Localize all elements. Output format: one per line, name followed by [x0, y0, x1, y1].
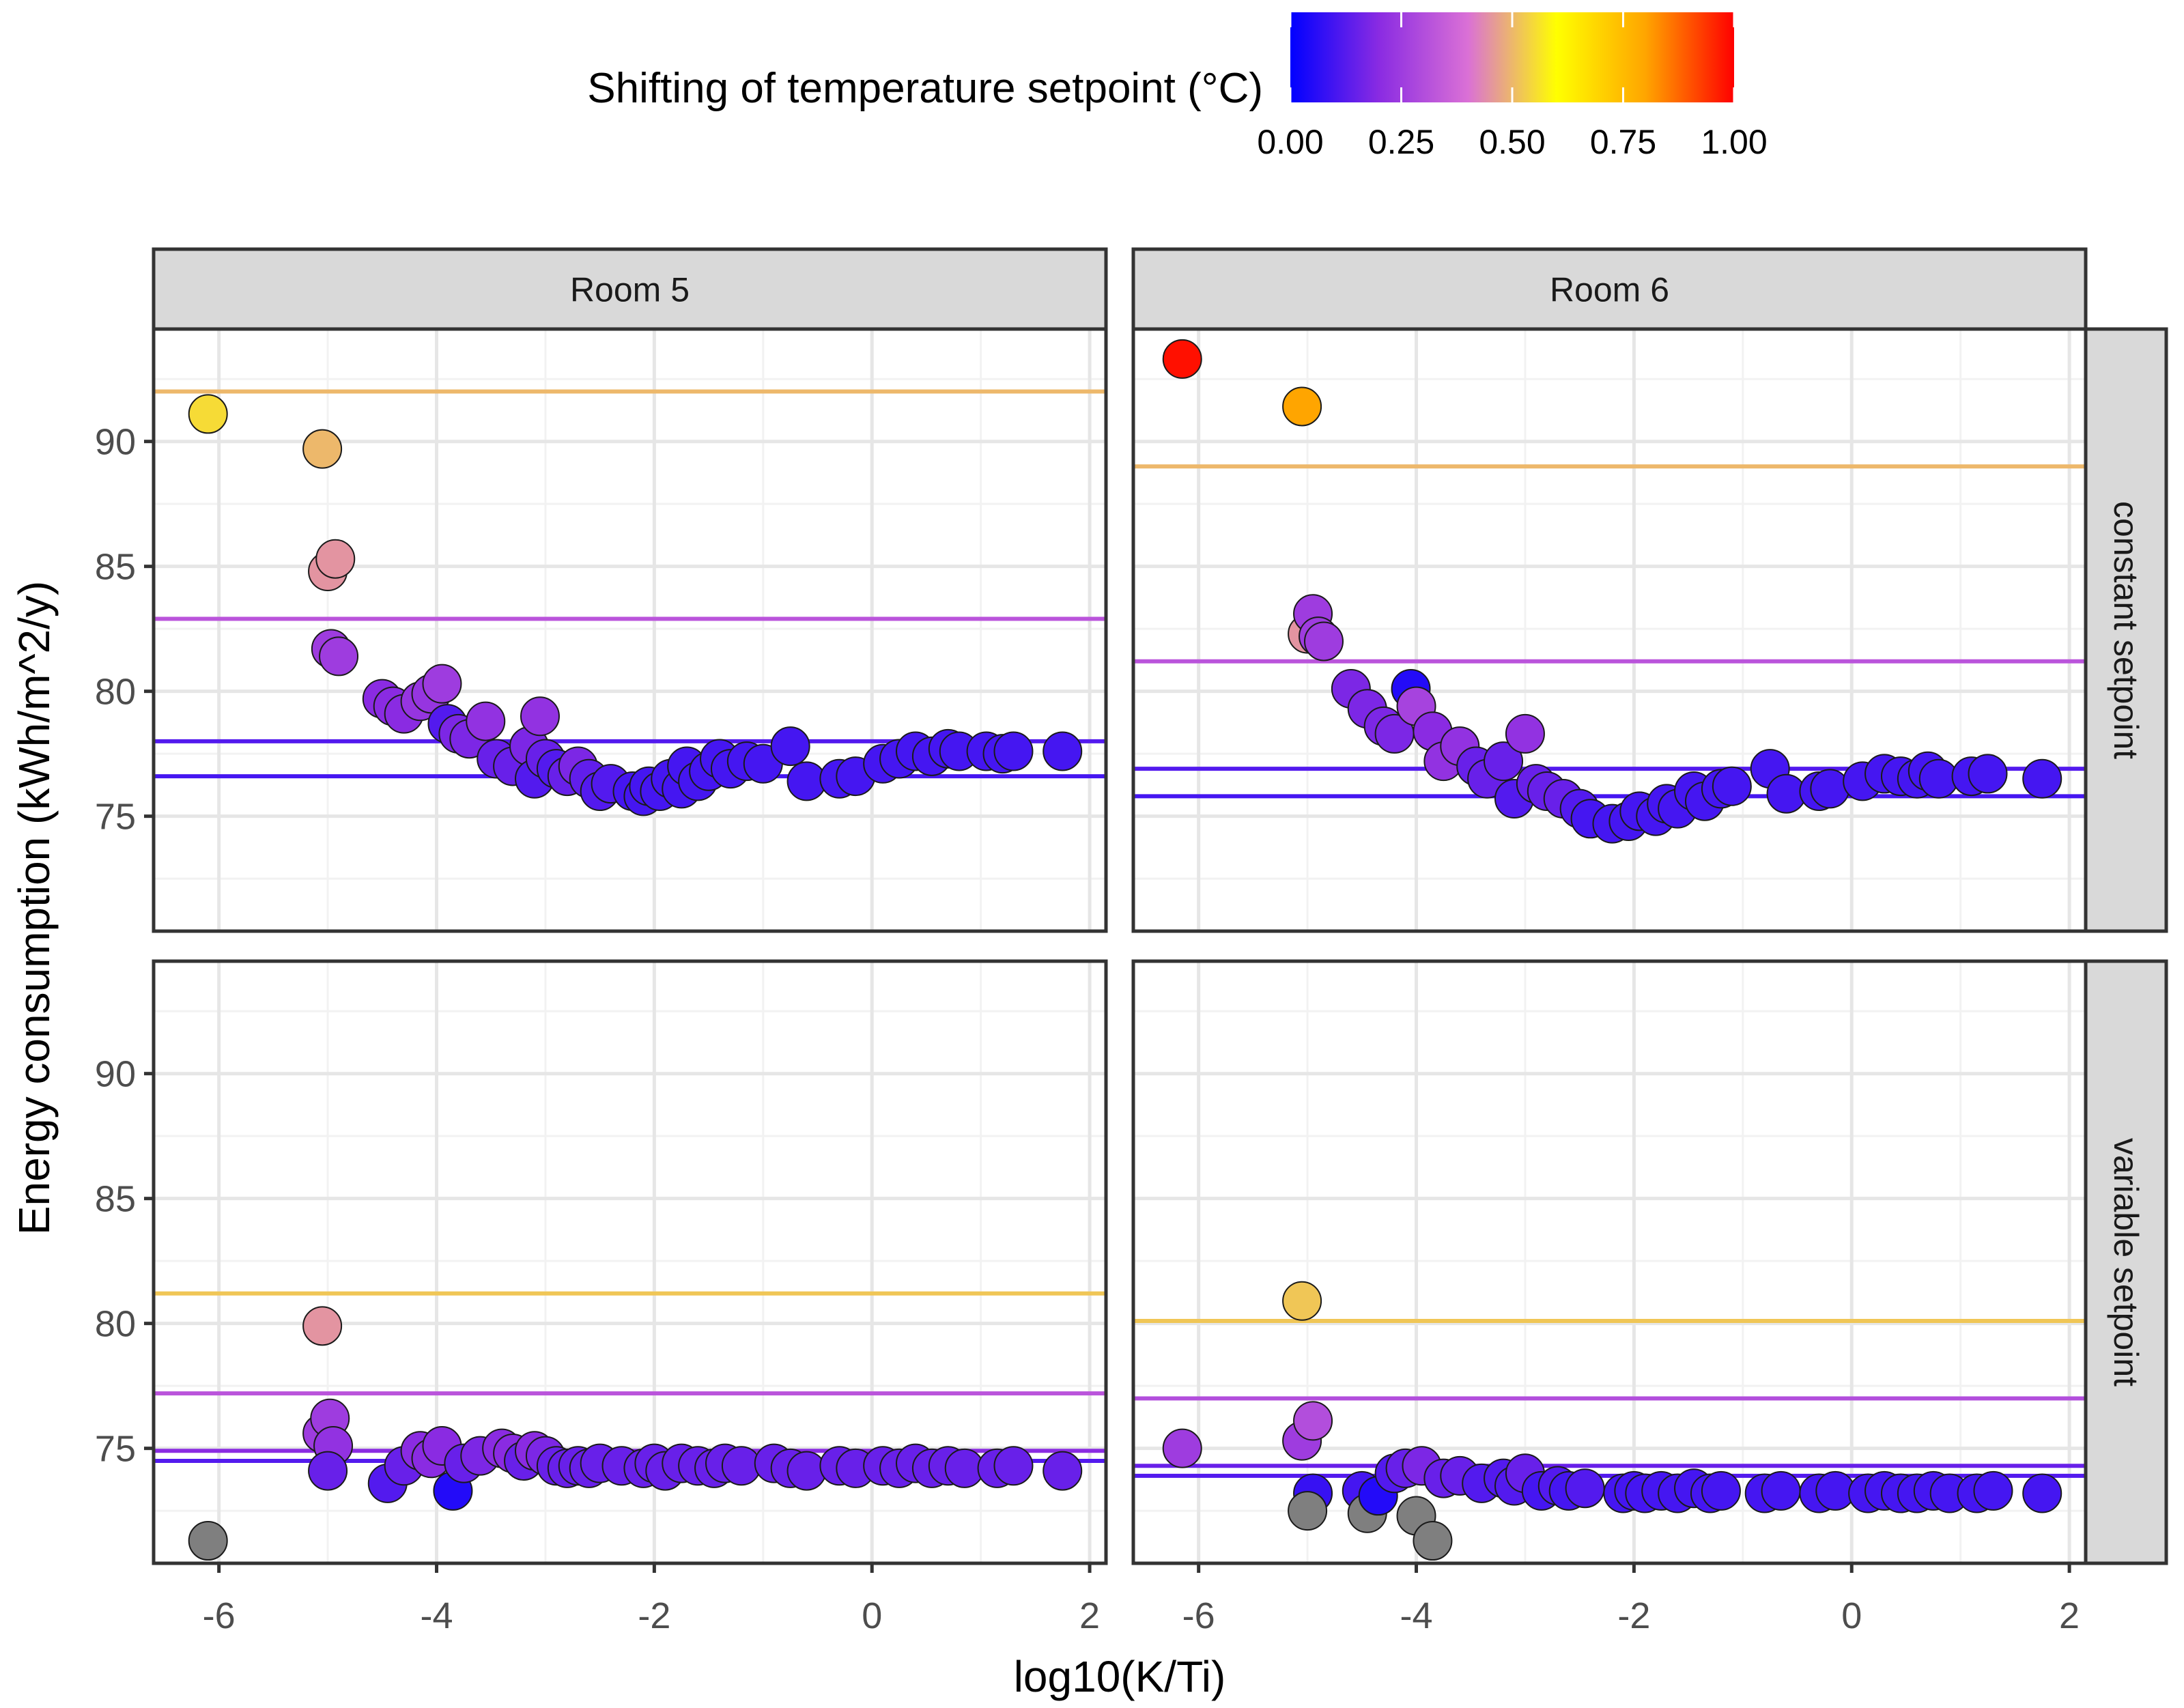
data-point [770, 726, 810, 767]
data-point [302, 429, 343, 469]
data-point [1810, 769, 1850, 809]
data-point [1505, 713, 1545, 754]
data-point [1968, 754, 2008, 794]
data-point [315, 539, 356, 579]
panel-border [152, 959, 1108, 1565]
y-tick-label: 75 [95, 1429, 136, 1470]
y-tick-label: 85 [95, 1179, 136, 1220]
data-point [1293, 1401, 1333, 1441]
data-point [1565, 1468, 1605, 1509]
data-point [1973, 1470, 2013, 1511]
x-tick-label: 0 [862, 1595, 882, 1636]
data-point [1712, 766, 1752, 806]
data-point [188, 1521, 228, 1561]
legend-title: Shifting of temperature setpoint (°C) [587, 65, 1263, 112]
x-tick-label: -6 [203, 1595, 236, 1636]
panel-background [1133, 961, 2086, 1563]
strip-row [2084, 327, 2168, 933]
x-tick-label: -2 [638, 1595, 670, 1636]
y-tick-label: 80 [95, 672, 136, 713]
strip-row [2084, 959, 2168, 1565]
panel-room-5-variable [152, 959, 1108, 1565]
data-point [1282, 386, 1322, 427]
facet-strips: Room 5 Room 6 constant setpoint variable se… [152, 247, 2168, 1565]
strip-label: variable setpoint [2107, 1138, 2145, 1386]
data-point [422, 664, 462, 704]
y-axis-title: Energy consumption (kWh/m^2/y) [10, 581, 59, 1235]
strip-column [152, 247, 1108, 331]
strip-label: Room 6 [1550, 271, 1669, 309]
panel-background [154, 329, 1106, 931]
data-point [2022, 1473, 2062, 1513]
data-point [993, 1446, 1034, 1486]
y-tick-label: 75 [95, 797, 136, 838]
panel-room-6-variable [1131, 959, 2088, 1565]
legend: Shifting of temperature setpoint (°C) 0.0… [587, 12, 1768, 161]
y-tick-label: 85 [95, 547, 136, 588]
panel-room-6-constant [1131, 327, 2088, 933]
data-point [1288, 1491, 1328, 1531]
data-point [1701, 1470, 1741, 1511]
axes: 75 80 85 90 75 80 85 90 -6 -4 -2 0 2 -6 -4 -2 0 2 log10(K/… [10, 422, 2080, 1701]
data-point [520, 696, 560, 737]
data-point [1043, 731, 1083, 771]
panel-room-5-constant [152, 327, 1108, 933]
data-point [1043, 1451, 1083, 1491]
data-point [308, 1451, 348, 1491]
colorbar-tick-label: 0.25 [1368, 123, 1434, 161]
data-point [1162, 1428, 1202, 1468]
data-point [2022, 758, 2062, 799]
colorbar-tick-label: 1.00 [1701, 123, 1767, 161]
data-point [1162, 339, 1202, 379]
x-tick-label: 2 [1079, 1595, 1100, 1636]
data-point [993, 731, 1034, 771]
x-tick-label: -6 [1182, 1595, 1215, 1636]
x-tick-label: -4 [1400, 1595, 1433, 1636]
x-axis-title: log10(K/Ti) [1014, 1652, 1226, 1701]
x-tick-label: 2 [2059, 1595, 2080, 1636]
data-point [188, 394, 228, 434]
data-point [1761, 1470, 1801, 1511]
strip-label: Room 5 [570, 271, 690, 309]
data-point [319, 636, 359, 677]
data-point [1484, 741, 1524, 782]
plot-panels [152, 327, 2088, 1565]
x-tick-label: 0 [1841, 1595, 1862, 1636]
y-tick-label: 90 [95, 1054, 136, 1095]
strip-label: constant setpoint [2107, 501, 2145, 759]
y-tick-label: 90 [95, 422, 136, 463]
data-point [1413, 1521, 1453, 1561]
y-tick-label: 80 [95, 1304, 136, 1345]
colorbar-tick-label: 0.50 [1479, 123, 1545, 161]
colorbar-tick-label: 0.75 [1590, 123, 1656, 161]
x-tick-label: -2 [1617, 1595, 1650, 1636]
data-point [1304, 621, 1344, 661]
strip-column [1131, 247, 2088, 331]
data-point [786, 1451, 827, 1491]
data-point [302, 1306, 343, 1346]
colorbar-tick-label: 0.00 [1257, 123, 1323, 161]
x-tick-label: -4 [421, 1595, 453, 1636]
data-point [466, 701, 506, 741]
data-point [1282, 1281, 1322, 1321]
